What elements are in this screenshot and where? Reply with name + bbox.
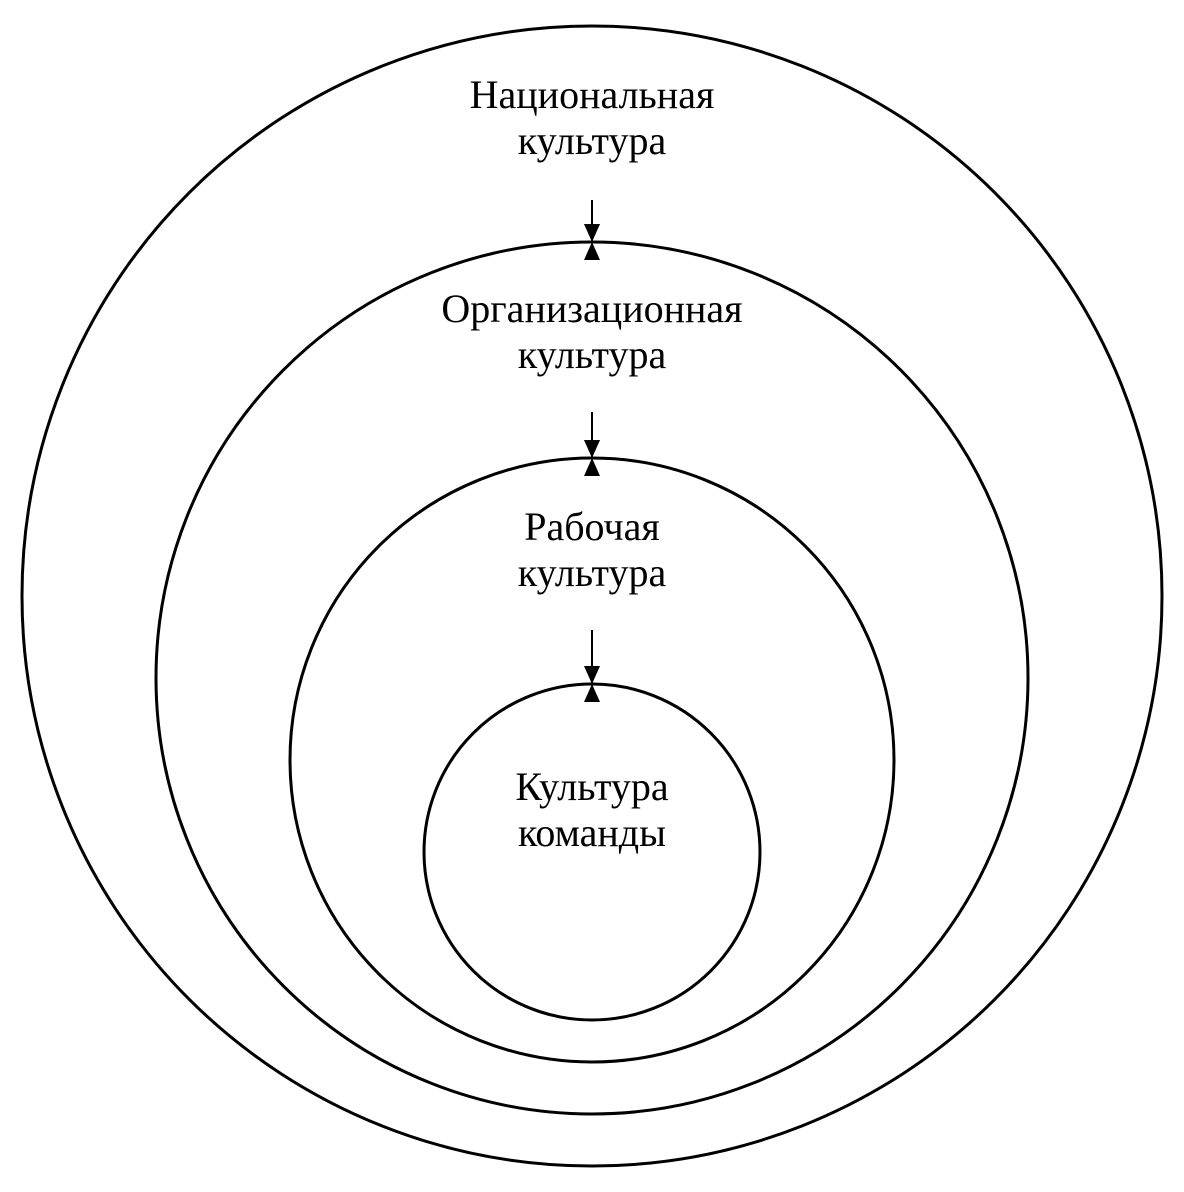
label-working: Рабочаякультура (518, 504, 667, 595)
nested-circles-diagram: НациональнаякультураОрганизационнаякульт… (0, 0, 1184, 1192)
label-team: Культуракоманды (515, 764, 669, 855)
